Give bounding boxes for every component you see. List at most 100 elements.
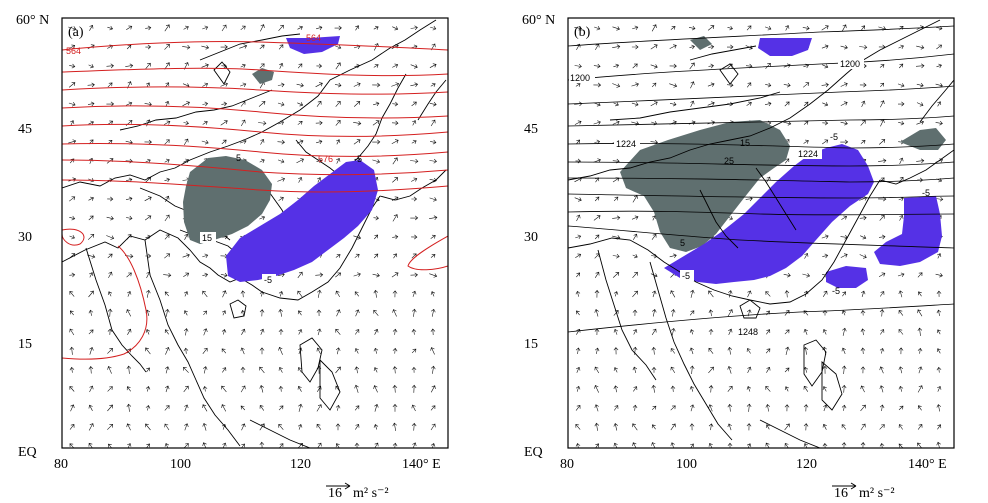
- wind-vector-arrow: [202, 442, 207, 448]
- wind-vector-arrow: [202, 386, 208, 392]
- wind-vector-arrow: [917, 442, 923, 448]
- wind-vector-arrow: [88, 423, 94, 431]
- wind-vector-arrow: [689, 385, 695, 392]
- wind-vector-arrow: [859, 215, 867, 221]
- wind-vector-arrow: [278, 44, 284, 50]
- wind-vector-arrow: [766, 366, 771, 373]
- wind-vector-arrow: [727, 25, 733, 31]
- wind-vector-arrow: [336, 157, 341, 164]
- y-tick: 60° N: [522, 13, 555, 28]
- x-axis-b: 80 100 120 140° E: [560, 457, 947, 472]
- wind-vector-arrow: [841, 310, 847, 316]
- wind-vector-arrow: [915, 63, 925, 69]
- wind-vector-arrow: [593, 120, 601, 125]
- wind-vector-arrow: [746, 423, 752, 431]
- y-axis-a: 60° N 45 30 15 EQ: [16, 13, 49, 460]
- x-tick: 80: [54, 457, 68, 472]
- wind-vector-arrow: [374, 328, 379, 335]
- wind-vector-arrow: [861, 25, 865, 31]
- wind-vector-arrow: [69, 215, 76, 221]
- wind-vector-arrow: [613, 385, 619, 393]
- wind-vector-arrow: [689, 347, 694, 355]
- wind-vector-arrow: [632, 442, 637, 448]
- wind-vector-arrow: [576, 366, 581, 373]
- wind-vector-arrow: [69, 386, 75, 392]
- wind-vector-arrow: [183, 347, 189, 354]
- wind-vector-arrow: [879, 291, 885, 297]
- wind-vector-arrow: [107, 423, 114, 430]
- wind-vector-arrow: [184, 404, 189, 412]
- wind-vector-arrow: [575, 253, 582, 258]
- wind-vector-arrow: [784, 329, 790, 335]
- wind-vector-arrow: [411, 101, 417, 107]
- wind-vector-arrow: [765, 424, 770, 430]
- wind-vector-arrow: [726, 82, 734, 88]
- wind-vector-arrow: [202, 347, 208, 354]
- wind-vector-arrow: [372, 273, 380, 278]
- wind-vector-arrow: [391, 139, 399, 145]
- panel-a: 564 564 576 5 15 -5 -5 (a) 60° N 45 30 1…: [16, 13, 449, 501]
- wind-vector-arrow: [145, 25, 152, 31]
- wind-vector-arrow: [766, 310, 770, 316]
- wind-vector-arrow: [297, 310, 302, 316]
- shading-label: 5: [680, 238, 685, 248]
- wind-vector-arrow: [631, 102, 639, 107]
- wind-vector-arrow: [240, 63, 246, 69]
- wind-vector-arrow: [918, 366, 923, 374]
- scale-value: 16: [834, 486, 848, 501]
- wind-vector-arrow: [430, 139, 437, 145]
- wind-vector-arrow: [411, 384, 417, 393]
- wind-vector-arrow: [315, 272, 324, 278]
- wind-vector-arrow: [222, 290, 227, 298]
- wind-vector-arrow: [127, 290, 132, 297]
- wind-vector-arrow: [372, 139, 381, 145]
- wind-vector-arrow: [575, 347, 581, 355]
- wind-vector-arrow: [335, 328, 341, 335]
- map-labels-b: 1200 1200 1224 1224 1248 15 25 5 -5 -5 -…: [569, 58, 930, 337]
- panel-label-a: (a): [68, 25, 84, 40]
- wind-vector-arrow: [879, 215, 885, 221]
- wind-vector-arrow: [259, 405, 265, 411]
- wind-vector-arrow: [841, 424, 847, 430]
- wind-vector-arrow: [392, 328, 398, 335]
- wind-vector-arrow: [393, 253, 398, 259]
- wind-vector-arrow: [411, 404, 416, 412]
- wind-vector-arrow: [278, 328, 284, 335]
- wind-vector-arrow: [203, 366, 208, 374]
- wind-vector-arrow: [669, 44, 677, 49]
- wind-vector-arrow: [202, 101, 209, 107]
- wind-vector-arrow: [632, 63, 638, 69]
- wind-vector-arrow: [277, 102, 285, 107]
- wind-vector-arrow: [145, 62, 151, 69]
- wind-vector-arrow: [203, 328, 208, 336]
- wind-vector-arrow: [708, 423, 714, 431]
- wind-vector-arrow: [652, 290, 657, 298]
- wind-vector-arrow: [374, 442, 379, 448]
- wind-vector-arrow: [594, 271, 600, 278]
- wind-vector-arrow: [633, 233, 638, 240]
- wind-vector-arrow: [936, 329, 941, 335]
- wind-vector-arrow: [164, 177, 170, 183]
- shading-label: 15: [202, 233, 212, 243]
- wind-vector-arrow: [259, 441, 265, 448]
- wind-vector-arrow: [259, 158, 265, 164]
- wind-vector-arrow: [594, 196, 600, 202]
- wind-vector-arrow: [88, 290, 94, 298]
- wind-vector-arrow: [222, 442, 227, 448]
- wind-vector-arrow: [69, 346, 75, 355]
- wind-vector-arrow: [430, 119, 436, 127]
- wind-vector-arrow: [145, 44, 152, 50]
- wind-vector-arrow: [278, 291, 284, 297]
- wind-vector-arrow: [727, 309, 733, 317]
- contour-label: 1224: [798, 149, 818, 159]
- wind-vector-arrow: [821, 25, 829, 31]
- wind-vector-arrow: [631, 121, 640, 126]
- wind-vector-arrow: [670, 309, 676, 317]
- wind-vector-arrow: [69, 158, 75, 164]
- wind-vector-arrow: [87, 101, 95, 107]
- wind-vector-arrow: [785, 25, 790, 31]
- wind-vector-arrow: [373, 101, 380, 107]
- coastlines-a: [62, 19, 447, 448]
- wind-vector-arrow: [860, 385, 865, 393]
- wind-vector-arrow: [373, 43, 379, 51]
